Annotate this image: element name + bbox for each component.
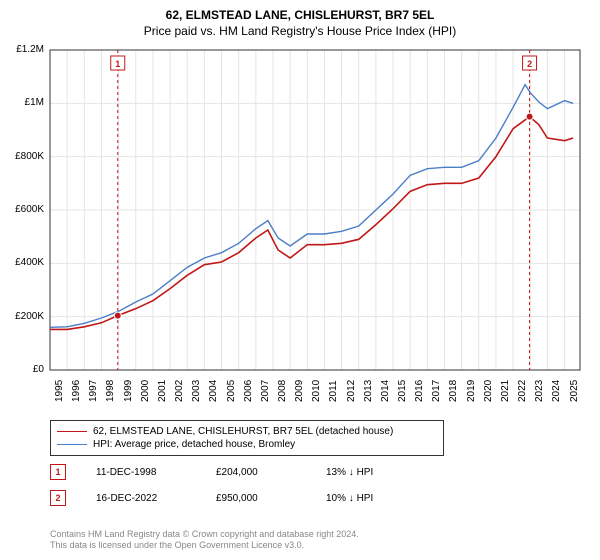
legend-swatch: [57, 444, 87, 445]
marker-date: 11-DEC-1998: [96, 467, 186, 478]
marker-delta: 13% ↓ HPI: [326, 467, 373, 478]
marker-price: £950,000: [216, 493, 296, 504]
marker-delta: 10% ↓ HPI: [326, 493, 373, 504]
svg-text:2: 2: [527, 59, 532, 69]
line-chart: 12: [0, 0, 600, 420]
marker-detail-row: 1 11-DEC-1998 £204,000 13% ↓ HPI: [50, 464, 373, 480]
marker-detail-row: 2 16-DEC-2022 £950,000 10% ↓ HPI: [50, 490, 373, 506]
legend-row: HPI: Average price, detached house, Brom…: [57, 438, 437, 451]
marker-price: £204,000: [216, 467, 296, 478]
marker-badge: 1: [50, 464, 66, 480]
legend-label: 62, ELMSTEAD LANE, CHISLEHURST, BR7 5EL …: [93, 426, 393, 437]
footnote: Contains HM Land Registry data © Crown c…: [50, 529, 359, 552]
svg-text:1: 1: [115, 59, 120, 69]
marker-badge: 2: [50, 490, 66, 506]
legend: 62, ELMSTEAD LANE, CHISLEHURST, BR7 5EL …: [50, 420, 444, 456]
legend-row: 62, ELMSTEAD LANE, CHISLEHURST, BR7 5EL …: [57, 425, 437, 438]
legend-label: HPI: Average price, detached house, Brom…: [93, 439, 295, 450]
legend-swatch: [57, 431, 87, 432]
marker-date: 16-DEC-2022: [96, 493, 186, 504]
